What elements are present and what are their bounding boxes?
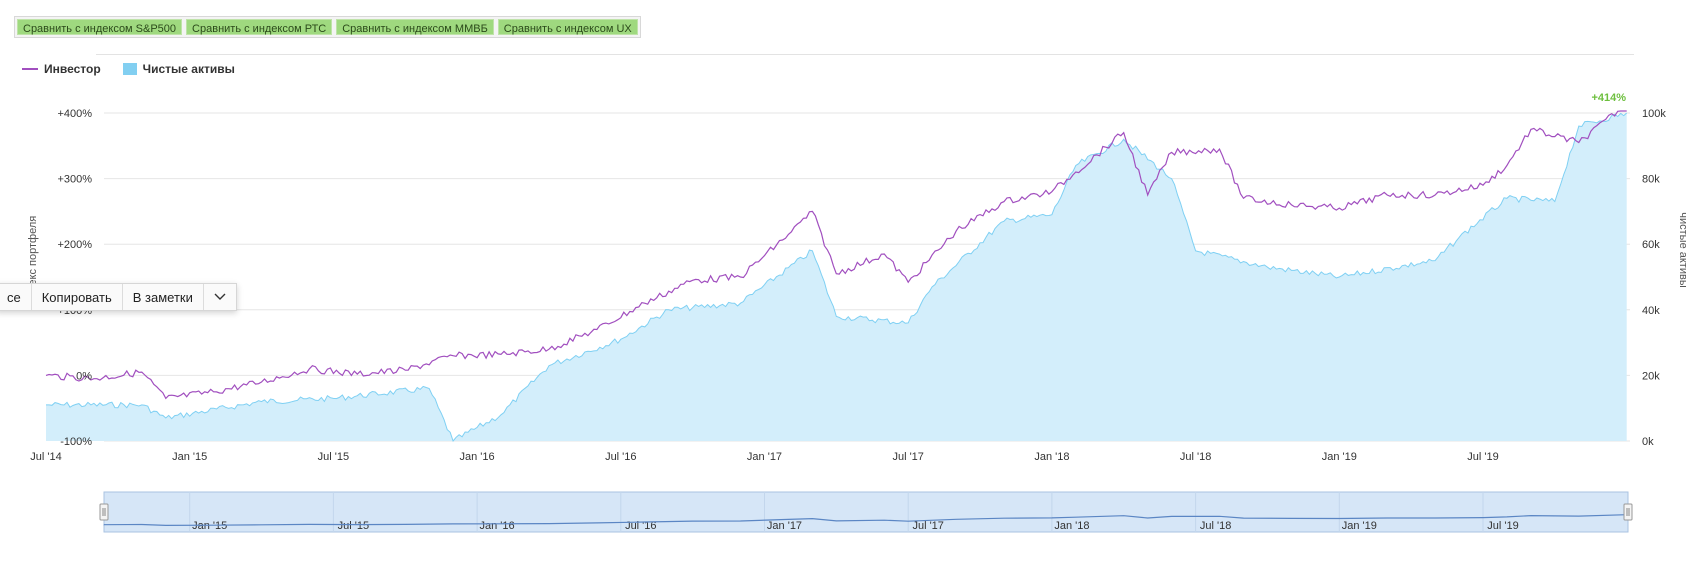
right-tick-label: 0k xyxy=(1642,436,1654,448)
navigator-tick-label: Jan '18 xyxy=(1054,520,1089,532)
top-divider xyxy=(96,54,1634,55)
compare-toolbar: Сравнить с индексом S&P500 Сравнить с ин… xyxy=(14,16,641,38)
navigator-tick-label: Jul '18 xyxy=(1200,520,1231,532)
context-menu-partial-item[interactable]: се xyxy=(0,284,32,310)
x-tick-label: Jan '15 xyxy=(172,451,207,463)
x-axis-ticks: Jul '14 Jan '15 Jul '15 Jan '16 Jul '16 Jan '… xyxy=(30,451,1498,463)
x-tick-label: Jul '19 xyxy=(1467,451,1498,463)
compare-rts-button[interactable]: Сравнить с индексом РТС xyxy=(186,19,333,35)
compare-micex-button[interactable]: Сравнить с индексом ММВБ xyxy=(336,19,494,35)
x-tick-label: Jan '16 xyxy=(460,451,495,463)
chevron-down-icon[interactable] xyxy=(204,284,236,310)
navigator-right-handle[interactable] xyxy=(1623,503,1633,521)
x-tick-label: Jan '18 xyxy=(1034,451,1069,463)
x-tick-label: Jul '15 xyxy=(318,451,349,463)
chart-legend: Инвестор Чистые активы xyxy=(22,62,257,76)
investor-line-layer xyxy=(45,110,1627,400)
x-tick-label: Jan '17 xyxy=(747,451,782,463)
left-tick-label: 0% xyxy=(76,370,92,382)
navigator-tick-label: Jul '15 xyxy=(338,520,369,532)
legend-label-investor: Инвестор xyxy=(44,62,101,76)
investor-line-swatch xyxy=(22,68,38,70)
left-tick-label: -100% xyxy=(60,436,92,448)
navigator-series-line xyxy=(103,514,1627,527)
compare-sp500-button[interactable]: Сравнить с индексом S&P500 xyxy=(17,19,183,35)
right-tick-label: 100k xyxy=(1642,108,1666,120)
left-axis-ticks: -100%0%+100%+200%+300%+400% xyxy=(57,108,92,448)
navigator-left-handle[interactable] xyxy=(99,503,109,521)
navigator-tick-label: Jan '19 xyxy=(1342,520,1377,532)
legend-item-investor[interactable]: Инвестор xyxy=(22,62,101,76)
right-tick-label: 40k xyxy=(1642,305,1660,317)
context-menu-notes[interactable]: В заметки xyxy=(123,284,204,310)
navigator-tick-label: Jul '16 xyxy=(625,520,656,532)
text-context-menu: се Копировать В заметки xyxy=(0,283,237,311)
net-assets-area xyxy=(46,113,1627,441)
navigator-window xyxy=(103,491,1629,533)
net-assets-swatch xyxy=(122,63,137,75)
navigator-tick-label: Jan '17 xyxy=(767,520,802,532)
left-axis-title: индекс портфеля xyxy=(27,216,39,304)
legend-item-net-assets[interactable]: Чистые активы xyxy=(122,62,235,76)
left-tick-label: +300% xyxy=(57,174,92,186)
navigator-tick-label: Jul '19 xyxy=(1487,520,1518,532)
x-tick-label: Jul '16 xyxy=(605,451,636,463)
left-tick-label: +200% xyxy=(57,239,92,251)
investor-series-line xyxy=(45,110,1627,400)
right-tick-label: 60k xyxy=(1642,239,1660,251)
left-tick-label: +400% xyxy=(57,108,92,120)
right-axis-ticks: 0k 20k 40k 60k 80k 100k xyxy=(1642,108,1666,448)
compare-ux-button[interactable]: Сравнить с индексом UX xyxy=(497,19,638,35)
legend-label-net-assets: Чистые активы xyxy=(142,62,235,76)
right-tick-label: 80k xyxy=(1642,174,1660,186)
net-assets-series-line xyxy=(46,112,1628,443)
x-tick-label: Jul '18 xyxy=(1180,451,1211,463)
navigator-tick-label: Jul '17 xyxy=(912,520,943,532)
x-tick-label: Jan '19 xyxy=(1322,451,1357,463)
peak-annotation: +414% xyxy=(1591,92,1626,104)
x-tick-label: Jul '14 xyxy=(30,451,61,463)
range-navigator[interactable]: Jan '15 Jul '15 Jan '16 Jul '16 Jan '17 Jul '… xyxy=(99,491,1633,533)
right-tick-label: 20k xyxy=(1642,370,1660,382)
x-tick-label: Jul '17 xyxy=(892,451,923,463)
navigator-tick-label: Jan '16 xyxy=(480,520,515,532)
net-assets-area-layer xyxy=(46,112,1628,443)
navigator-tick-label: Jan '15 xyxy=(192,520,227,532)
right-axis-title: чистые активы xyxy=(1677,212,1689,288)
context-menu-copy[interactable]: Копировать xyxy=(32,284,123,310)
